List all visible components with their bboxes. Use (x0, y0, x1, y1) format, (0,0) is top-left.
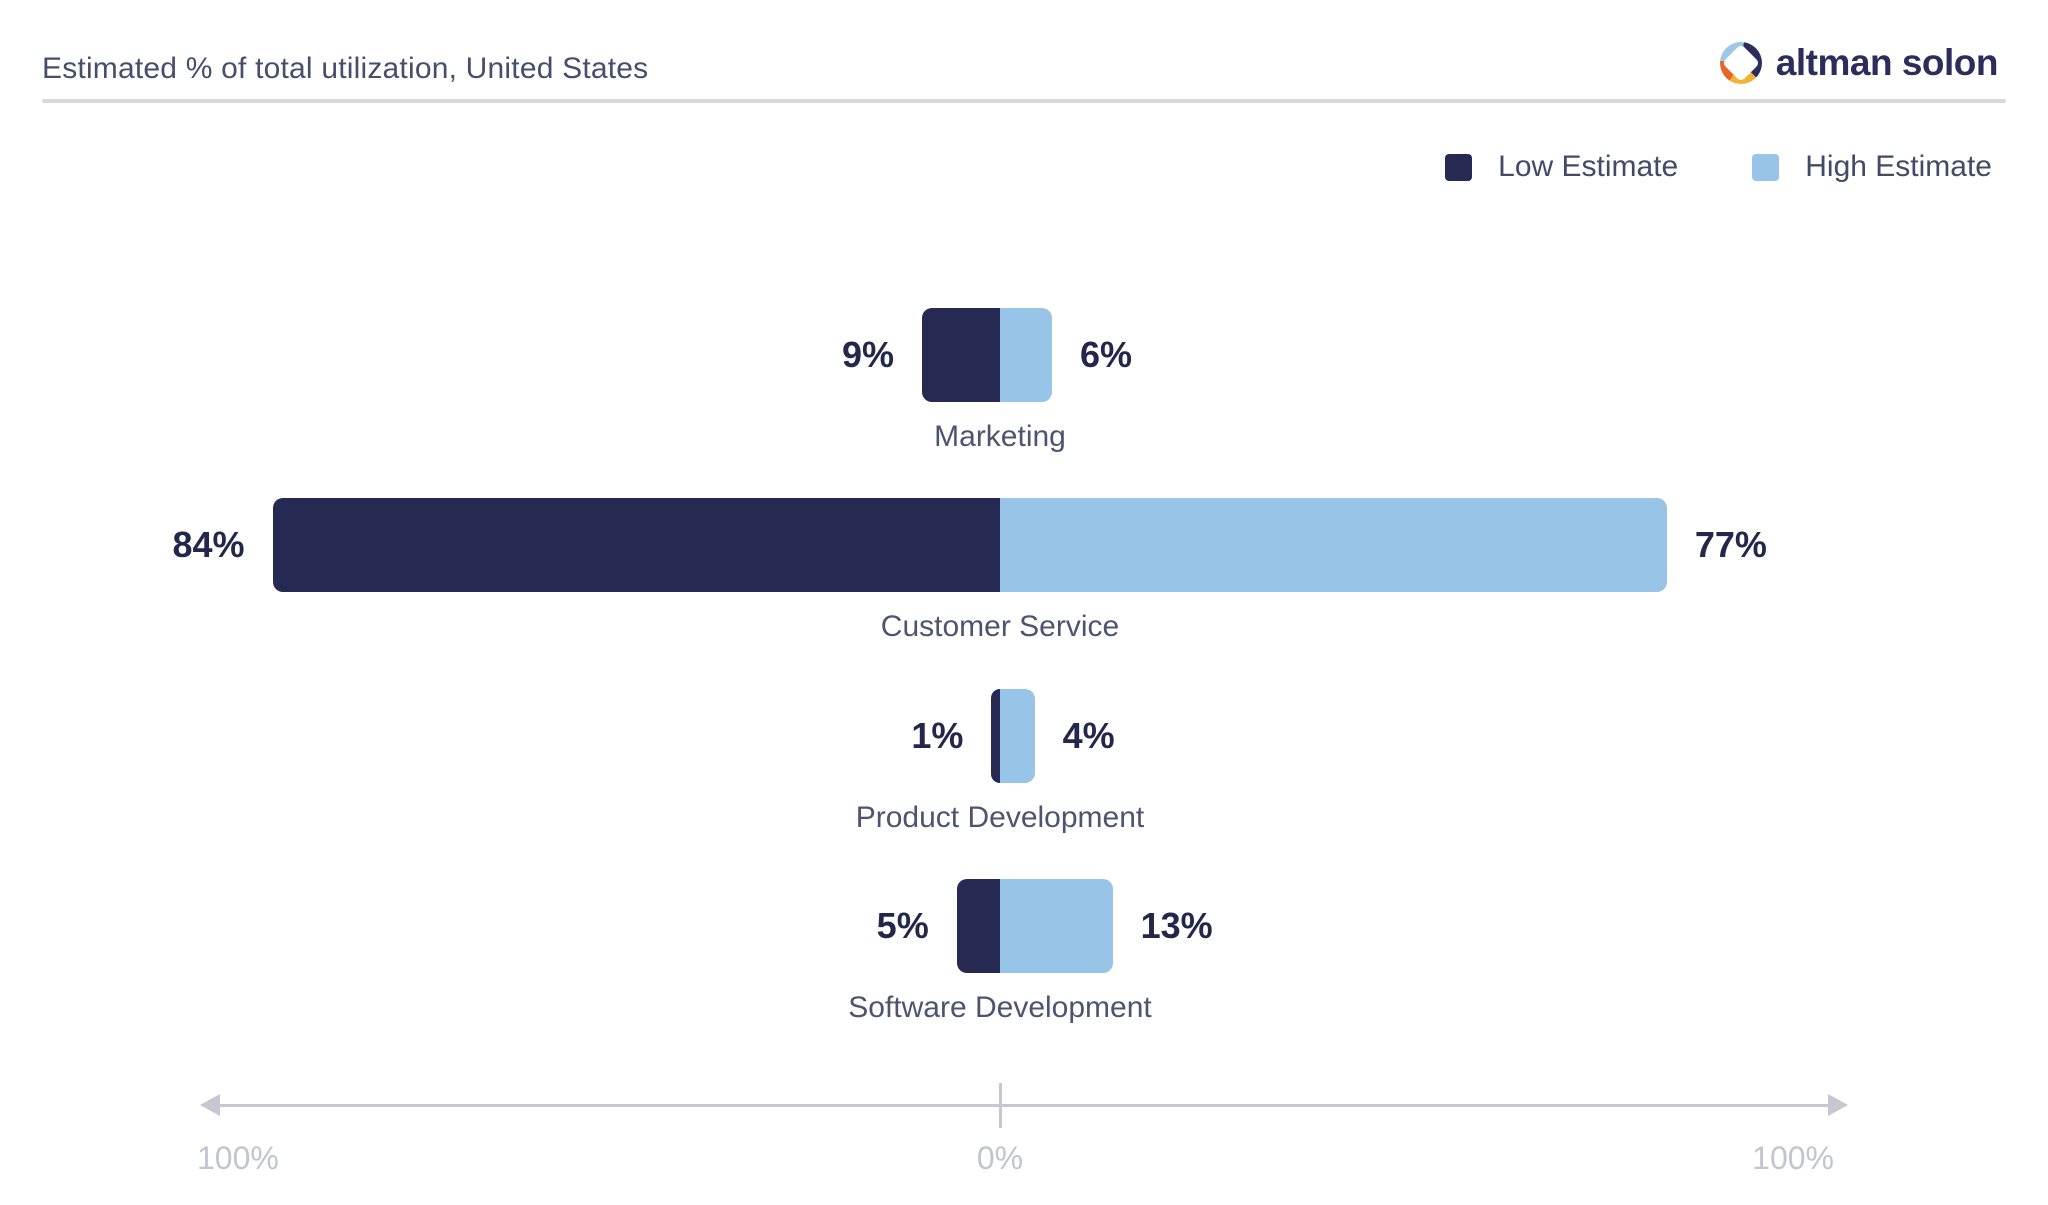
page-title: Estimated % of total utilization, United… (42, 52, 649, 85)
low-estimate-value-label: 9% (842, 334, 895, 375)
legend-label-high-estimate: High Estimate (1805, 150, 1992, 183)
header-divider (42, 99, 2006, 103)
altman-solon-logo: altman solon (1719, 42, 1999, 84)
high-estimate-bar (1000, 688, 1035, 783)
high-estimate-value-label: 77% (1694, 524, 1767, 566)
legend-item-high-estimate: High Estimate (1752, 150, 1992, 184)
legend-item-low-estimate: Low Estimate (1445, 150, 1678, 184)
low-estimate-value-label: 1% (911, 714, 964, 756)
bar-row-customer-service: 84% 77% Customer Service (0, 498, 2048, 744)
high-estimate-swatch (1752, 153, 1780, 181)
high-estimate-bar (1000, 308, 1052, 402)
bar-row-product-development: 1% 4% Product Development (0, 688, 2048, 935)
low-estimate-bar (922, 308, 1000, 402)
bar-row-marketing: 9% 6% Marketing (0, 308, 2048, 554)
high-estimate-value-label: 13% (1140, 904, 1213, 946)
legend-label-low-estimate: Low Estimate (1498, 150, 1679, 183)
high-estimate-value-label: 4% (1062, 714, 1115, 756)
category-label: Software Development (848, 990, 1152, 1024)
bar-row-software-development: 5% 13% Software Development (0, 878, 2048, 1125)
chart-legend: Low Estimate High Estimate (1445, 150, 1992, 184)
low-estimate-bar (956, 878, 1000, 973)
low-estimate-value-label: 5% (876, 904, 929, 946)
high-estimate-value-label: 6% (1079, 334, 1132, 375)
category-label: Marketing (934, 420, 1066, 453)
high-estimate-bar (1000, 498, 1667, 593)
low-estimate-value-label: 84% (172, 524, 245, 566)
low-estimate-swatch (1445, 153, 1473, 181)
category-label: Customer Service (880, 610, 1120, 644)
high-estimate-bar (1000, 878, 1113, 973)
low-estimate-bar (991, 688, 1000, 783)
low-estimate-bar (272, 498, 1000, 593)
category-label: Product Development (855, 800, 1145, 834)
logo-wordmark: altman solon (1775, 42, 1999, 83)
altman-solon-logo-icon (1719, 42, 1762, 84)
